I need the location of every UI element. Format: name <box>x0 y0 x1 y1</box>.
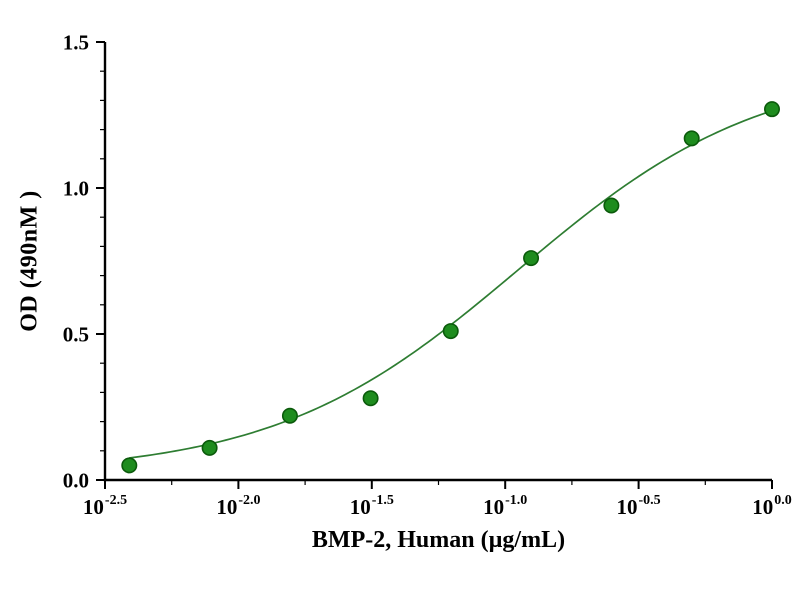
y-tick-label: 0.5 <box>63 322 89 346</box>
x-axis-label: BMP-2, Human (µg/mL) <box>311 527 566 553</box>
x-tick-label: 10-0.5 <box>617 493 661 519</box>
data-point <box>442 323 459 340</box>
y-tick-label: 0.0 <box>63 468 89 492</box>
data-point <box>281 407 298 424</box>
x-tick-label: 10-2.0 <box>216 493 260 519</box>
fit-curve <box>129 109 773 459</box>
data-point <box>201 439 218 456</box>
data-point <box>523 250 540 267</box>
tick-labels: 0.0 0.5 1.0 1.5 10-2.5 10-2.0 10-1.5 10-1.0 10-0… <box>63 30 792 519</box>
tick-marks <box>96 41 773 489</box>
y-tick-label: 1.0 <box>63 176 89 200</box>
x-tick-label: 100.0 <box>752 493 792 519</box>
data-point <box>683 130 700 147</box>
x-tick-label: 10-1.0 <box>483 493 527 519</box>
data-point <box>603 197 620 214</box>
y-tick-label: 1.5 <box>63 30 89 54</box>
data-points <box>121 101 780 474</box>
data-point <box>362 390 379 407</box>
data-point <box>121 457 138 474</box>
data-point <box>763 101 780 118</box>
x-tick-label: 10-1.5 <box>350 493 394 519</box>
x-tick-label: 10-2.5 <box>83 493 127 519</box>
axes <box>103 42 772 482</box>
